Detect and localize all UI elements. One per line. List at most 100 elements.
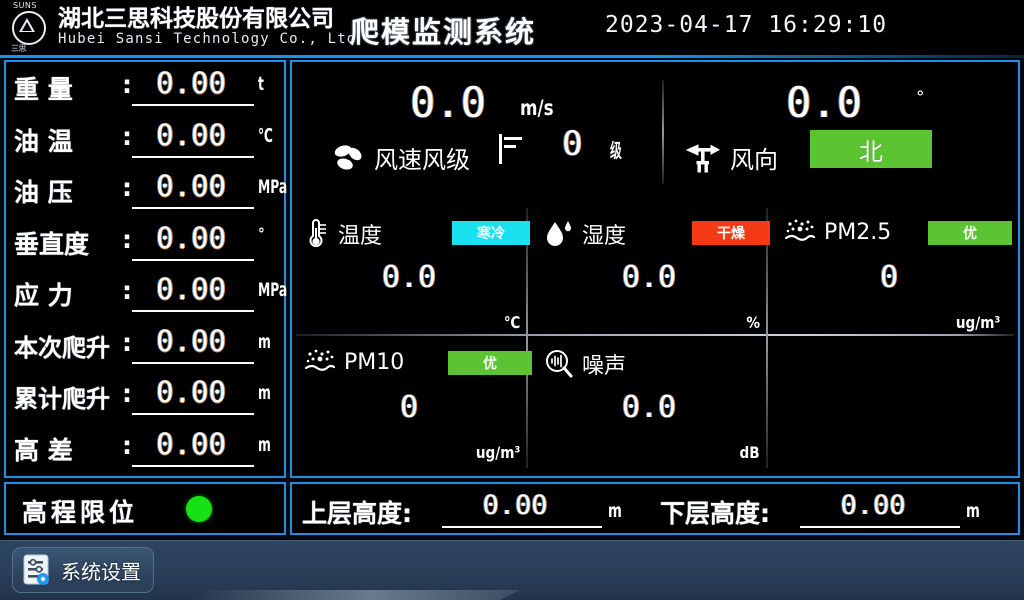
company-name-cn: 湖北三思科技股份有限公司: [58, 5, 334, 32]
logo-suns-text: SUNS: [13, 1, 37, 10]
metric-colon: :: [122, 224, 132, 254]
metric-value: 0.00: [156, 426, 226, 461]
wind-level-value: 0: [562, 124, 583, 164]
wind-direction-value: 0.0: [786, 78, 862, 127]
sensor-cell: PM10 优 0 ug/m³: [292, 338, 532, 466]
sensor-row-divider: [296, 334, 1014, 336]
humidity-drop-icon: [544, 219, 574, 249]
sensor-head: 噪声: [544, 348, 626, 380]
metric-colon: :: [122, 70, 132, 99]
thermometer-icon: [304, 219, 330, 249]
fan-icon: [332, 143, 366, 173]
flag-icon: [497, 132, 527, 166]
sensor-head: 温度: [304, 218, 382, 250]
elevation-limit-indicator: [186, 496, 212, 522]
elevation-limit-label: 高程限位: [22, 498, 139, 527]
sensor-unit: ug/m³: [955, 313, 1000, 332]
app-title: 爬模监测系统: [350, 15, 537, 49]
app-header: SUNS 三思 湖北三思科技股份有限公司 Hubei Sansi Technol…: [0, 0, 1024, 56]
settings-document-icon: [21, 553, 55, 587]
layer-heights-panel: 上层高度: 0.00 m 下层高度: 0.00 m: [290, 482, 1020, 535]
sensor-unit: ℃: [503, 313, 520, 332]
metric-underline: [132, 361, 254, 364]
header-divider: [0, 55, 1024, 58]
metric-underline: [132, 464, 254, 467]
metric-colon: :: [122, 430, 132, 460]
sensor-value: 0.0: [381, 260, 437, 295]
sensor-status-badge: 优: [448, 351, 532, 375]
sensor-name: 湿度: [582, 224, 627, 249]
metric-value: 0.00: [156, 117, 226, 152]
metric-label: 垂直度: [14, 229, 90, 259]
sensor-name: 温度: [338, 224, 383, 249]
wind-section-divider: [662, 80, 664, 184]
system-settings-label: 系统设置: [61, 559, 141, 584]
dust-icon: [304, 348, 336, 376]
wind-speed-label: 风速风级: [374, 146, 470, 174]
metric-underline: [132, 310, 254, 312]
metric-colon: :: [122, 327, 132, 357]
metric-label: 应 力: [14, 281, 73, 310]
company-logo: SUNS 三思 湖北三思科技股份有限公司 Hubei Sansi Technol…: [8, 1, 357, 53]
dust-icon: [784, 218, 816, 246]
metric-row: 应 力:0.00 MPa: [6, 270, 287, 322]
taskbar: 系统设置: [0, 540, 1024, 600]
sensor-status-badge: 干燥: [692, 221, 770, 245]
sensor-status-badge: 寒冷: [452, 221, 530, 245]
sensor-head: 湿度: [544, 218, 626, 250]
sensor-column-divider-2: [766, 208, 768, 468]
wind-speed-label-row: 风速风级: [332, 140, 470, 175]
metric-colon: :: [122, 121, 132, 151]
sensor-cell: 湿度 干燥 0.0%: [532, 208, 770, 336]
metric-row: 本次爬升:0.00 m: [6, 322, 284, 374]
sensor-unit: ug/m³: [475, 443, 520, 462]
wind-speed-section: 0.0 m/s 风速风级: [292, 62, 662, 197]
metric-underline: [132, 258, 254, 261]
height-row: 下层高度: 0.00 m: [660, 488, 1010, 534]
height-label: 下层高度:: [660, 499, 770, 528]
metric-underline: [132, 413, 254, 415]
elevation-limit-panel: 高程限位: [4, 482, 286, 535]
metric-row: 累计爬升:0.00 m: [6, 373, 284, 425]
sensor-value: 0: [399, 390, 419, 425]
datetime-display: 2023-04-17 16:29:10: [605, 12, 888, 38]
logo-circle: [12, 11, 46, 45]
wind-direction-label: 风向: [730, 146, 778, 174]
metric-unit: m: [258, 382, 271, 404]
sensor-head: PM10: [304, 348, 404, 376]
metric-row: 重 量:0.00 t: [6, 64, 284, 116]
metric-value: 0.00: [156, 272, 226, 306]
sensor-value: 0: [879, 260, 899, 295]
left-metrics-panel: 重 量:0.00 t 油 温:0.00 ℃ 油 压:0.00 MPa 垂直度:0.00 ° 应 …: [4, 60, 287, 478]
sensor-cell: PM2.5 优 0 ug/m³: [772, 208, 1012, 336]
wind-direction-section: 0.0 ° 风向: [664, 62, 1018, 197]
metric-label: 重 量: [14, 75, 73, 104]
height-label: 上层高度:: [302, 499, 412, 528]
noise-icon: [544, 349, 574, 379]
height-value: 0.00: [840, 490, 906, 521]
height-value: 0.00: [482, 490, 548, 521]
company-name-en: Hubei Sansi Technology Co., Ltd: [58, 30, 357, 47]
system-settings-button[interactable]: 系统设置: [12, 547, 154, 593]
metric-value: 0.00: [156, 66, 226, 100]
wind-speed-unit: m/s: [520, 96, 554, 120]
sensor-value: 0.0: [621, 390, 677, 425]
sensor-name: PM2.5: [824, 219, 892, 245]
metric-value: 0.00: [156, 169, 226, 203]
height-underline: [442, 526, 602, 528]
wind-speed-value: 0.0: [410, 78, 486, 127]
metric-unit: m: [258, 433, 271, 456]
metric-row: 高 差:0.00 m: [6, 425, 284, 477]
metric-unit: t: [258, 73, 264, 95]
sensor-name: PM10: [344, 349, 405, 375]
sansi-logo-icon: SUNS 三思: [8, 1, 52, 53]
metric-unit: m: [258, 330, 271, 353]
metric-colon: :: [122, 173, 132, 202]
height-unit: m: [608, 500, 622, 522]
metric-underline: [132, 207, 254, 209]
metric-unit: ℃: [258, 124, 273, 147]
metric-row: 油 温:0.00 ℃: [6, 116, 284, 168]
height-underline: [800, 526, 960, 528]
sensor-cell: 噪声 0.0 dB: [532, 338, 766, 466]
